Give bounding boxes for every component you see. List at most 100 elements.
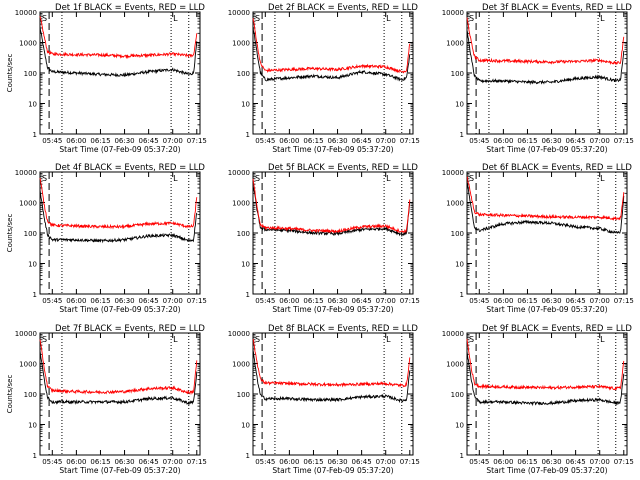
x-tick-label: 06:30 <box>541 137 561 145</box>
y-tick-label: 1000 <box>19 361 37 369</box>
end-marker-label: L <box>386 14 391 23</box>
x-tick-label: 06:15 <box>90 137 110 145</box>
x-tick-label: 06:45 <box>352 458 372 466</box>
x-tick-label: 05:45 <box>255 137 275 145</box>
lld-series-line <box>466 17 625 66</box>
x-tick-label: 05:45 <box>469 137 489 145</box>
x-tick-label: 07:15 <box>187 458 207 466</box>
y-tick-label: 1 <box>460 452 464 460</box>
lld-series-line <box>466 176 625 221</box>
y-tick-label: 100 <box>451 391 464 399</box>
x-tick-label: 07:15 <box>614 137 634 145</box>
y-tick-label: 10000 <box>15 169 37 177</box>
x-tick-label: 06:45 <box>139 137 159 145</box>
x-tick-label: 05:45 <box>469 297 489 305</box>
lld-series-line <box>39 177 198 230</box>
detector-plot-2: Det 2f BLACK = Events, RED = LLD 1 10 100 10… <box>228 3 420 154</box>
x-tick-label: 06:00 <box>279 137 299 145</box>
detector-plot-1: Det 1f BLACK = Events, RED = LLD 1 10 100 10… <box>6 3 207 154</box>
detector-plot-3: Det 3f BLACK = Events, RED = LLD 1 10 100 10… <box>442 3 634 154</box>
x-tick-label: 06:15 <box>90 458 110 466</box>
y-axis-label: Counts/sec <box>6 375 14 414</box>
lld-series-line <box>466 338 625 391</box>
y-tick-label: 1 <box>460 291 464 299</box>
y-tick-label: 10 <box>28 101 37 109</box>
y-tick-label: 10 <box>241 422 250 430</box>
x-axis-label: Start Time (07-Feb-09 05:37:20) <box>486 305 607 314</box>
y-tick-label: 10 <box>455 261 464 269</box>
x-axis-label: Start Time (07-Feb-09 05:37:20) <box>486 466 607 475</box>
x-tick-label: 07:15 <box>400 297 420 305</box>
y-tick-label: 10000 <box>228 9 250 17</box>
start-marker-label: S <box>42 174 47 183</box>
events-series-line <box>252 25 411 82</box>
x-tick-label: 06:00 <box>279 458 299 466</box>
events-series-line <box>252 349 411 404</box>
y-tick-label: 100 <box>237 391 250 399</box>
x-tick-label: 06:30 <box>114 297 134 305</box>
detector-plot-5: Det 5f BLACK = Events, RED = LLD 1 10 100 10… <box>228 163 420 314</box>
y-tick-label: 10 <box>241 261 250 269</box>
x-tick-label: 05:45 <box>42 297 62 305</box>
x-tick-label: 06:30 <box>541 458 561 466</box>
x-tick-label: 06:30 <box>327 297 347 305</box>
x-axis-label: Start Time (07-Feb-09 05:37:20) <box>486 145 607 154</box>
plot-frame <box>39 171 201 295</box>
y-tick-label: 100 <box>237 70 250 78</box>
x-tick-label: 06:15 <box>517 458 537 466</box>
y-tick-label: 10000 <box>442 330 464 338</box>
y-tick-label: 1000 <box>446 40 464 48</box>
plot-title: Det 3f BLACK = Events, RED = LLD <box>482 3 632 13</box>
y-tick-label: 1 <box>33 291 37 299</box>
x-tick-label: 07:00 <box>590 137 610 145</box>
x-tick-label: 07:00 <box>376 137 396 145</box>
y-tick-label: 10 <box>241 101 250 109</box>
end-marker-label: L <box>173 174 178 183</box>
plot-title: Det 1f BLACK = Events, RED = LLD <box>55 3 205 13</box>
x-tick-label: 07:00 <box>163 458 183 466</box>
start-marker-label: S <box>42 14 47 23</box>
x-tick-label: 07:00 <box>376 297 396 305</box>
x-tick-label: 06:30 <box>327 137 347 145</box>
start-marker-label: S <box>255 14 260 23</box>
events-series-line <box>39 189 198 244</box>
x-tick-label: 07:15 <box>400 458 420 466</box>
start-marker-label: S <box>469 174 474 183</box>
y-tick-label: 100 <box>24 230 37 238</box>
plot-frame <box>39 332 201 456</box>
y-tick-label: 1000 <box>446 361 464 369</box>
x-tick-label: 06:30 <box>541 297 561 305</box>
y-tick-label: 10000 <box>15 9 37 17</box>
x-tick-label: 05:45 <box>255 458 275 466</box>
plot-frame <box>252 11 414 135</box>
x-tick-label: 05:45 <box>469 458 489 466</box>
end-marker-label: L <box>600 14 605 23</box>
plot-frame <box>252 332 414 456</box>
end-marker-label: L <box>386 174 391 183</box>
x-tick-label: 06:15 <box>303 458 323 466</box>
x-tick-label: 07:15 <box>400 137 420 145</box>
x-tick-label: 07:00 <box>376 458 396 466</box>
y-tick-label: 10000 <box>15 330 37 338</box>
plot-frame <box>466 171 628 295</box>
x-tick-label: 06:45 <box>352 137 372 145</box>
y-tick-label: 1 <box>246 291 250 299</box>
x-tick-label: 06:00 <box>493 297 513 305</box>
end-marker-label: L <box>173 14 178 23</box>
y-tick-label: 10000 <box>442 169 464 177</box>
x-axis-label: Start Time (07-Feb-09 05:37:20) <box>59 305 180 314</box>
detector-plot-8: Det 8f BLACK = Events, RED = LLD 1 10 100 10… <box>228 324 420 475</box>
x-tick-label: 06:45 <box>139 297 159 305</box>
x-tick-label: 07:00 <box>590 458 610 466</box>
y-tick-label: 1000 <box>232 40 250 48</box>
start-marker-label: S <box>42 335 47 344</box>
y-tick-label: 1000 <box>19 200 37 208</box>
x-tick-label: 06:45 <box>566 137 586 145</box>
events-series-line <box>39 350 198 406</box>
x-tick-label: 06:15 <box>303 297 323 305</box>
lld-series-line <box>252 18 411 74</box>
x-tick-label: 06:45 <box>566 458 586 466</box>
x-tick-label: 07:00 <box>163 297 183 305</box>
x-tick-label: 06:15 <box>517 137 537 145</box>
plot-frame <box>466 332 628 456</box>
